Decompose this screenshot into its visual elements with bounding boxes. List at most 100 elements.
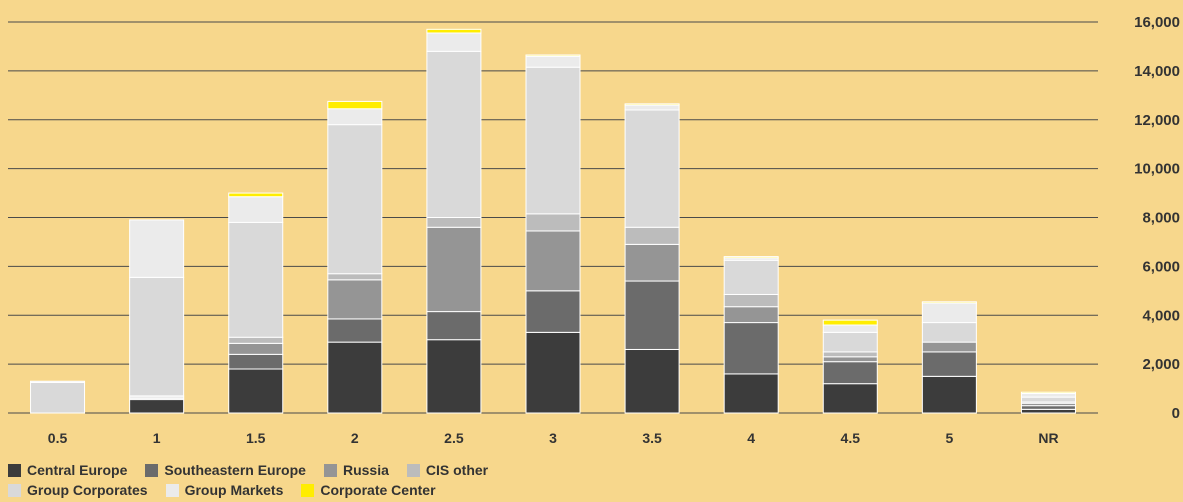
legend-label: Group Markets — [184, 482, 284, 498]
x-tick-label: 0.5 — [48, 430, 68, 446]
bar-segment — [921, 375, 977, 414]
y-tick-label: 12,000 — [1134, 112, 1180, 129]
bar-segment — [426, 339, 482, 414]
bar-segment — [723, 373, 779, 414]
x-tick-label: 4 — [747, 430, 755, 446]
bar-segment — [327, 279, 383, 320]
legend-item-corporate-center: Corporate Center — [301, 482, 436, 498]
y-tick-label: 14,000 — [1134, 63, 1180, 80]
bar-segment — [822, 331, 878, 353]
legend-label: Group Corporates — [27, 482, 148, 498]
bar-segment — [1020, 392, 1076, 398]
bar-segment — [228, 353, 284, 370]
x-tick-label: 5 — [945, 430, 953, 446]
bar-segment — [129, 276, 185, 397]
y-tick-label: 6,000 — [1142, 258, 1180, 275]
legend-label: Corporate Center — [320, 482, 436, 498]
stacked-bar-chart: 0 2,000 4,000 6,000 8,000 10,000 12,000 14,000 1… — [8, 14, 1180, 446]
legend-swatch — [165, 483, 179, 497]
y-tick-label: 10,000 — [1134, 161, 1180, 178]
legend-label: CIS other — [425, 462, 489, 478]
bar-segment — [624, 104, 680, 111]
y-tick-label: 0 — [1172, 405, 1180, 422]
legend-label: Southeastern Europe — [164, 462, 306, 478]
bar-segment — [426, 217, 482, 228]
legend-swatch — [8, 483, 21, 497]
legend-label: Russia — [342, 462, 389, 478]
bar-segment — [426, 226, 482, 313]
bar-segment — [624, 109, 680, 228]
legend-row-1: Central Europe Southeastern Europe Russi… — [8, 460, 708, 480]
bar-segment — [723, 293, 779, 308]
y-tick-label: 8,000 — [1142, 210, 1180, 227]
bar-segment — [1020, 396, 1076, 403]
legend-row-2: Group Corporates Group Markets Corporate… — [8, 480, 708, 500]
x-tick-label: 1.5 — [246, 430, 266, 446]
bar-segment — [228, 336, 284, 344]
legend-item-russia: Russia — [323, 462, 389, 478]
bar-segment — [327, 100, 383, 110]
bar-segment — [822, 319, 878, 326]
x-tick-label: 2 — [351, 430, 359, 446]
x-tick-label: 3 — [549, 430, 557, 446]
bar-segment — [525, 331, 581, 414]
legend-swatch — [8, 463, 21, 477]
bar-segment — [1020, 408, 1076, 414]
bar-segment — [228, 342, 284, 355]
bar-segment — [525, 55, 581, 68]
bar-segment — [426, 50, 482, 219]
y-tick-label: 4,000 — [1142, 307, 1180, 324]
bar-segment — [228, 368, 284, 414]
x-tick-label: 3.5 — [642, 430, 662, 446]
bar-segment — [921, 301, 977, 304]
legend-item-cis-other: CIS other — [406, 462, 489, 478]
bar-segment — [624, 280, 680, 350]
bar-segment — [1020, 405, 1076, 410]
y-tick-label: 16,000 — [1134, 14, 1180, 31]
bars — [30, 28, 1076, 414]
bar-segment — [525, 290, 581, 333]
x-tick-label: 4.5 — [841, 430, 861, 446]
bar-segment — [624, 103, 680, 106]
legend-swatch — [406, 463, 420, 477]
bar-segment — [426, 311, 482, 341]
bar-segment — [525, 54, 581, 57]
bar-segment — [723, 306, 779, 324]
y-axis-ticks: 0 2,000 4,000 6,000 8,000 10,000 12,000 14,000 1… — [1134, 14, 1180, 422]
bar-segment — [525, 213, 581, 232]
bar-segment — [30, 381, 86, 414]
y-tick-label: 2,000 — [1142, 356, 1180, 373]
bar-segment — [921, 302, 977, 324]
bar-segment — [921, 351, 977, 377]
bar-segment — [624, 243, 680, 282]
bar-segment — [129, 399, 185, 414]
bar-segment — [525, 66, 581, 215]
bar-segment — [327, 108, 383, 126]
bar-segment — [30, 380, 86, 383]
bar-segment — [327, 341, 383, 414]
legend-label: Central Europe — [27, 462, 128, 478]
bar-segment — [1020, 391, 1076, 394]
bar-segment — [525, 230, 581, 292]
bar-segment — [426, 28, 482, 34]
bar-segment — [624, 348, 680, 414]
legend-swatch — [323, 463, 337, 477]
legend-item-southeastern-europe: Southeastern Europe — [145, 462, 306, 478]
bar-segment — [921, 341, 977, 353]
bar-segment — [822, 383, 878, 414]
legend-swatch — [301, 483, 315, 497]
bar-segment — [723, 256, 779, 259]
x-tick-label: 2.5 — [444, 430, 464, 446]
legend-item-group-corporates: Group Corporates — [8, 482, 148, 498]
bar-segment — [822, 351, 878, 358]
bar-segment — [426, 32, 482, 52]
bar-segment — [822, 356, 878, 363]
x-tick-label: 1 — [153, 430, 161, 446]
bar-segment — [624, 226, 680, 245]
bar-segment — [723, 259, 779, 295]
bar-segment — [129, 219, 185, 278]
legend-item-central-europe: Central Europe — [8, 462, 127, 478]
bar-segment — [723, 322, 779, 375]
bar-segment — [228, 221, 284, 338]
